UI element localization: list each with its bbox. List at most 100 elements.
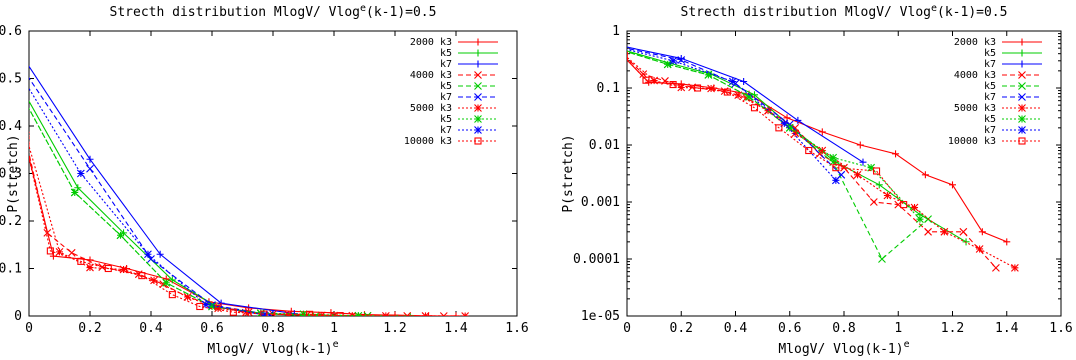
series-6-marker-4 (734, 91, 743, 100)
series-3-marker-3 (98, 263, 107, 271)
x-tick-label: 0.6 (778, 321, 801, 336)
y-tick-label: 0.5 (0, 72, 22, 87)
x-tick-label: 0.4 (724, 321, 748, 336)
series-7-marker-7 (916, 215, 924, 224)
series-3-marker-9 (840, 163, 848, 172)
legend-2-marker-0 (1018, 60, 1026, 68)
series-7-marker-0 (618, 47, 625, 54)
series-line-9 (627, 58, 905, 205)
series-6-marker-13 (461, 312, 470, 316)
series-6-marker-2 (86, 263, 94, 272)
legend-label: k5 (984, 114, 996, 125)
series-line-0 (29, 155, 456, 316)
y-tick-label: 0.3 (0, 167, 22, 182)
legend-1-marker-0 (1018, 49, 1026, 57)
series-1-marker-0 (618, 46, 625, 53)
legend-0-marker-0 (474, 38, 482, 46)
series-4-marker-0 (19, 94, 26, 101)
legend-7-marker-0 (1018, 115, 1026, 123)
series-3-marker-10 (869, 198, 878, 206)
series-7-marker-7 (354, 311, 363, 316)
series-2-marker-0 (618, 43, 625, 50)
series-0-marker-8 (892, 150, 900, 158)
x-tick-label: 0.2 (78, 321, 101, 336)
legend-label: k7 (440, 59, 452, 70)
series-line-7 (29, 107, 359, 316)
x-tick-label: 1.2 (383, 321, 406, 336)
legend-1-marker-0 (474, 49, 482, 57)
series-line-3 (627, 57, 997, 269)
series-7-marker-4 (785, 123, 794, 132)
series-3-marker-9 (269, 310, 277, 316)
series-line-9 (29, 155, 341, 316)
series-6-marker-9 (317, 311, 326, 316)
x-tick-label: 1.6 (505, 321, 528, 336)
series-9-marker-2 (669, 80, 677, 89)
y-tick-label: 0.01 (589, 138, 620, 153)
x-tick-label: 0.6 (200, 321, 223, 336)
legend-label: k5 (984, 48, 996, 59)
series-7-marker-4 (208, 302, 216, 311)
series-9-marker-9 (306, 310, 314, 316)
x-tick-label: 0.2 (670, 321, 693, 336)
series-7-marker-1 (70, 188, 79, 197)
series-line-8 (29, 87, 264, 316)
legend-5-marker-0 (474, 93, 482, 101)
series-3-marker-2 (67, 248, 76, 257)
legend-5-marker-0 (1018, 93, 1026, 101)
series-7-marker-6 (867, 163, 876, 172)
x-tick-label: 1.6 (1049, 321, 1072, 336)
series-0-marker-12 (1003, 238, 1011, 246)
series-7-marker-3 (745, 92, 753, 101)
series-7-marker-2 (116, 231, 125, 240)
series-4-marker-6 (311, 312, 320, 316)
series-9-marker-4 (138, 272, 146, 280)
series-2-marker-1 (86, 155, 94, 163)
series-6-marker-6 (214, 304, 222, 313)
legend-7-marker-0 (474, 115, 482, 123)
y-tick-label: 0.2 (0, 214, 22, 229)
series-6-marker-2 (677, 83, 686, 92)
series-8-marker-0 (618, 45, 625, 52)
y-tick-label: 0.0001 (573, 252, 620, 267)
y-tick-label: 1e-05 (581, 309, 620, 324)
series-9-marker-3 (693, 84, 702, 92)
series-line-2 (627, 46, 864, 163)
series-9-marker-2 (77, 257, 85, 265)
chart-panel-linear: 0 0.2 0.4 0.6 0.8 1 1.2 1.4 1.6 0 0.1 0.2 0.3 0.4 0.5 0… (0, 3, 529, 357)
x-tick-label: 1 (894, 321, 902, 336)
x-tick-label: 0.4 (139, 321, 163, 336)
series-6-marker-11 (381, 311, 390, 316)
series-8-marker-1 (76, 169, 85, 178)
series-6-marker-9 (883, 191, 892, 200)
series-3-marker-1 (43, 228, 52, 237)
legend-9-marker-0 (474, 137, 482, 145)
series-9-marker-0 (29, 141, 30, 149)
legend-3-marker-0 (474, 71, 482, 79)
series-line-6 (627, 56, 1016, 269)
x-tick-label: 0.8 (261, 321, 284, 336)
series-8-marker-4 (831, 176, 840, 185)
series-line-4 (29, 107, 368, 316)
series-0-marker-2 (86, 256, 94, 264)
chart-panel-log: 0 0.2 0.4 0.6 0.8 1 1.2 1.4 1.6 1 0.1 0.01 0.001 0.00… (561, 3, 1073, 357)
series-7-marker-5 (829, 153, 838, 162)
series-0-marker-10 (391, 311, 399, 316)
legend-label: k7 (984, 59, 996, 70)
series-line-8 (627, 48, 837, 181)
legend-0-marker-0 (1018, 38, 1026, 46)
series-line-6 (29, 144, 466, 316)
series-8-marker-3 (780, 119, 789, 128)
series-group (19, 65, 470, 316)
series-9-marker-6 (196, 302, 204, 311)
series-9-marker-4 (723, 88, 731, 96)
series-6-marker-3 (119, 265, 128, 274)
series-9-marker-7 (229, 308, 237, 316)
series-8-marker-3 (202, 300, 210, 309)
legend-label: k5 (440, 114, 452, 125)
legend-6-marker-0 (474, 104, 482, 112)
series-0-marker-11 (978, 228, 986, 236)
series-5-marker-1 (86, 164, 94, 173)
series-0-marker-10 (949, 181, 956, 189)
legend-label: k5 (984, 81, 996, 92)
